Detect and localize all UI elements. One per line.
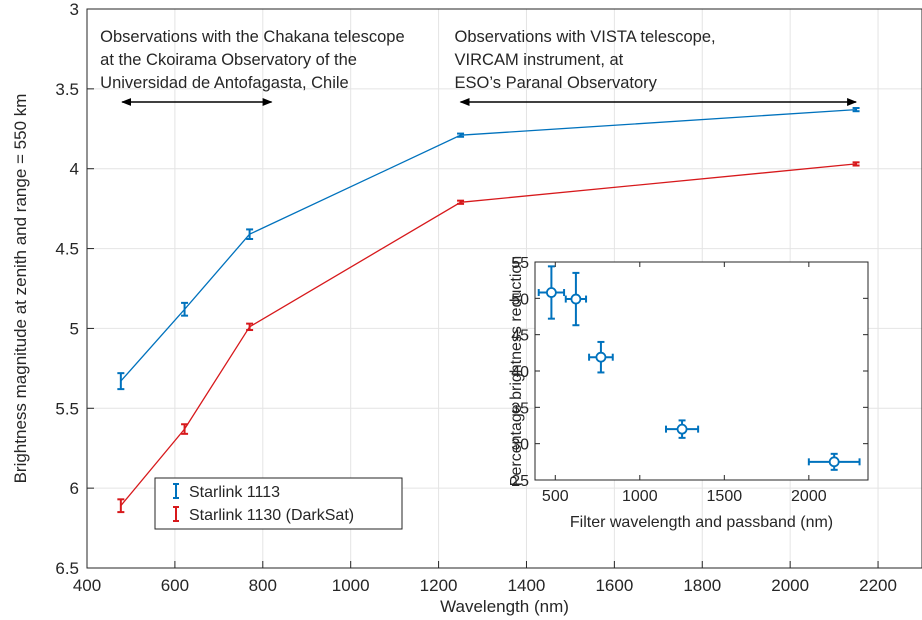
x-tick-label: 600 [161,576,189,595]
annotations: Observations with the Chakana telescope a… [100,28,858,106]
inset-y-axis-label: Percentage brightness reduction [508,256,525,486]
error-bar [117,498,125,514]
inset-point [665,419,700,439]
error-bar [852,161,860,167]
error-bar [181,301,189,317]
inset-x-tick-label: 1500 [707,488,743,505]
annotation-text: at the Ckoirama Observatory of the [100,51,357,69]
inset-marker [676,423,688,435]
inset-point [537,265,566,320]
inset-y-tick-label: 55 [511,255,529,272]
error-bar [181,423,189,435]
annotation-text: Universidad de Antofagasta, Chile [100,74,349,92]
annotation-text: ESO’s Paranal Observatory [455,74,658,92]
error-bar [457,132,465,138]
inset-point [564,271,588,327]
x-tick-label: 1400 [508,576,546,595]
legend-box [154,477,403,530]
inset-marker [570,293,582,305]
y-tick-label: 4.5 [55,240,79,259]
main-ticks: 400 600 800 1000 1200 1400 1600 1800 2000 2200 3 3.… [55,0,897,595]
y-tick-label: 4 [70,160,79,179]
x-tick-label: 800 [249,576,277,595]
inset-y-tick-label: 30 [511,437,529,454]
inset-y-tick-label: 45 [511,328,529,345]
inset-point [588,340,614,374]
legend-label: Starlink 1113 [189,484,280,501]
inset-x-axis-label: Filter wavelength and passband (nm) [570,514,833,531]
error-bar [852,107,860,113]
x-tick-label: 1000 [332,576,370,595]
error-bar [117,372,125,391]
annotation-text: VIRCAM instrument, at [455,51,624,69]
inset-marker [545,287,557,298]
inset-x-tick-label: 1000 [622,488,658,505]
main-plot-frame [86,8,922,569]
x-axis-label: Wavelength (nm) [440,597,569,616]
error-bar [457,199,465,205]
inset-point [807,452,861,471]
annotation-text: Observations with the Chakana telescope [100,28,405,46]
x-tick-label: 1600 [595,576,633,595]
y-tick-label: 3 [70,0,79,19]
inset-y-tick-label: 50 [511,291,529,308]
inset-y-tick-label: 35 [511,400,529,417]
main-series [117,107,860,514]
legend-label: Starlink 1130 (DarkSat) [189,507,354,524]
x-tick-label: 2000 [771,576,809,595]
inset-y-tick-label: 40 [511,364,529,381]
inset-chart: 500 1000 1500 2000 25 30 35 40 45 50 55 Filter wav… [508,255,869,531]
inset-marker [595,351,607,363]
y-axis-label: Brightness magnitude at zenith and range… [11,94,30,484]
x-tick-label: 2200 [859,576,897,595]
y-tick-label: 3.5 [55,80,79,99]
x-tick-label: 400 [73,576,101,595]
y-tick-label: 5 [70,319,79,338]
x-tick-label: 1200 [420,576,458,595]
y-tick-label: 6.5 [55,559,79,578]
y-tick-label: 6 [70,479,79,498]
inset-x-tick-label: 500 [542,488,569,505]
inset-marker [828,456,840,468]
annotation-text: Observations with VISTA telescope, [455,28,716,46]
x-tick-label: 1800 [683,576,721,595]
legend: Starlink 1113 Starlink 1130 (DarkSat) [154,477,403,530]
y-tick-label: 5.5 [55,399,79,418]
inset-background [535,262,868,480]
inset-x-tick-label: 2000 [791,488,827,505]
error-bar [246,322,254,332]
error-bar [246,228,254,240]
inset-y-tick-label: 25 [511,473,529,490]
